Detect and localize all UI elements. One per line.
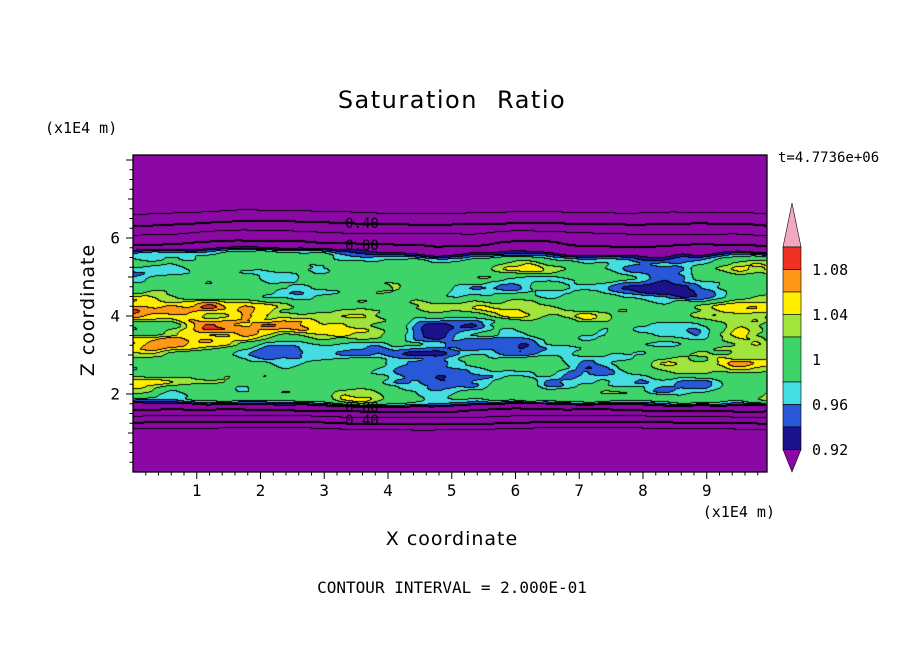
colorbar-top-arrow bbox=[782, 202, 802, 248]
colorbar-segment bbox=[782, 381, 802, 405]
x-tick-label: 9 bbox=[702, 481, 712, 500]
z-tick-label: 6 bbox=[110, 229, 120, 248]
colorbar-segment bbox=[782, 269, 802, 293]
x-tick-label: 3 bbox=[319, 481, 329, 500]
time-annotation: t=4.7736e+06 bbox=[778, 150, 880, 166]
x-tick-label: 1 bbox=[192, 481, 202, 500]
colorbar-bottom-arrow bbox=[782, 449, 802, 473]
z-tick-label: 2 bbox=[110, 385, 120, 404]
page-title: Saturation Ratio bbox=[337, 86, 567, 114]
colorbar-tick-label: 1 bbox=[812, 351, 821, 369]
colorbar-tick-label: 1.04 bbox=[812, 306, 848, 324]
colorbar-segment bbox=[782, 291, 802, 315]
colorbar-tick-label: 1.08 bbox=[812, 261, 848, 279]
z-axis-label: Z coordinate bbox=[77, 243, 99, 377]
colorbar-segment bbox=[782, 426, 802, 450]
colorbar-segment bbox=[782, 404, 802, 428]
colorbar-tick-label: 0.96 bbox=[812, 396, 848, 414]
contour-label-bottom-040: 0.40 bbox=[345, 413, 379, 429]
x-tick-label: 4 bbox=[383, 481, 393, 500]
x-axis-label: X coordinate bbox=[385, 528, 519, 550]
contour-label-top-080: 0.80 bbox=[345, 238, 379, 254]
colorbar-tick-label: 0.92 bbox=[812, 441, 848, 459]
contour-label-top-040: 0.40 bbox=[345, 216, 379, 232]
z-tick-label: 4 bbox=[110, 307, 120, 326]
x-tick-label: 5 bbox=[447, 481, 457, 500]
contour-label-bottom-080: 0.80 bbox=[345, 400, 379, 416]
x-tick-label: 6 bbox=[511, 481, 521, 500]
contour-field-canvas bbox=[133, 155, 767, 472]
x-tick-label: 7 bbox=[574, 481, 584, 500]
x-axis-unit: (x1E4 m) bbox=[702, 503, 775, 521]
colorbar-segment bbox=[782, 314, 802, 338]
z-axis-unit: (x1E4 m) bbox=[45, 119, 118, 137]
colorbar-segment bbox=[782, 336, 802, 383]
x-tick-label: 2 bbox=[256, 481, 266, 500]
contour-interval-note: CONTOUR INTERVAL = 2.000E-01 bbox=[317, 578, 587, 597]
colorbar-segment bbox=[782, 246, 802, 270]
x-tick-label: 8 bbox=[638, 481, 648, 500]
